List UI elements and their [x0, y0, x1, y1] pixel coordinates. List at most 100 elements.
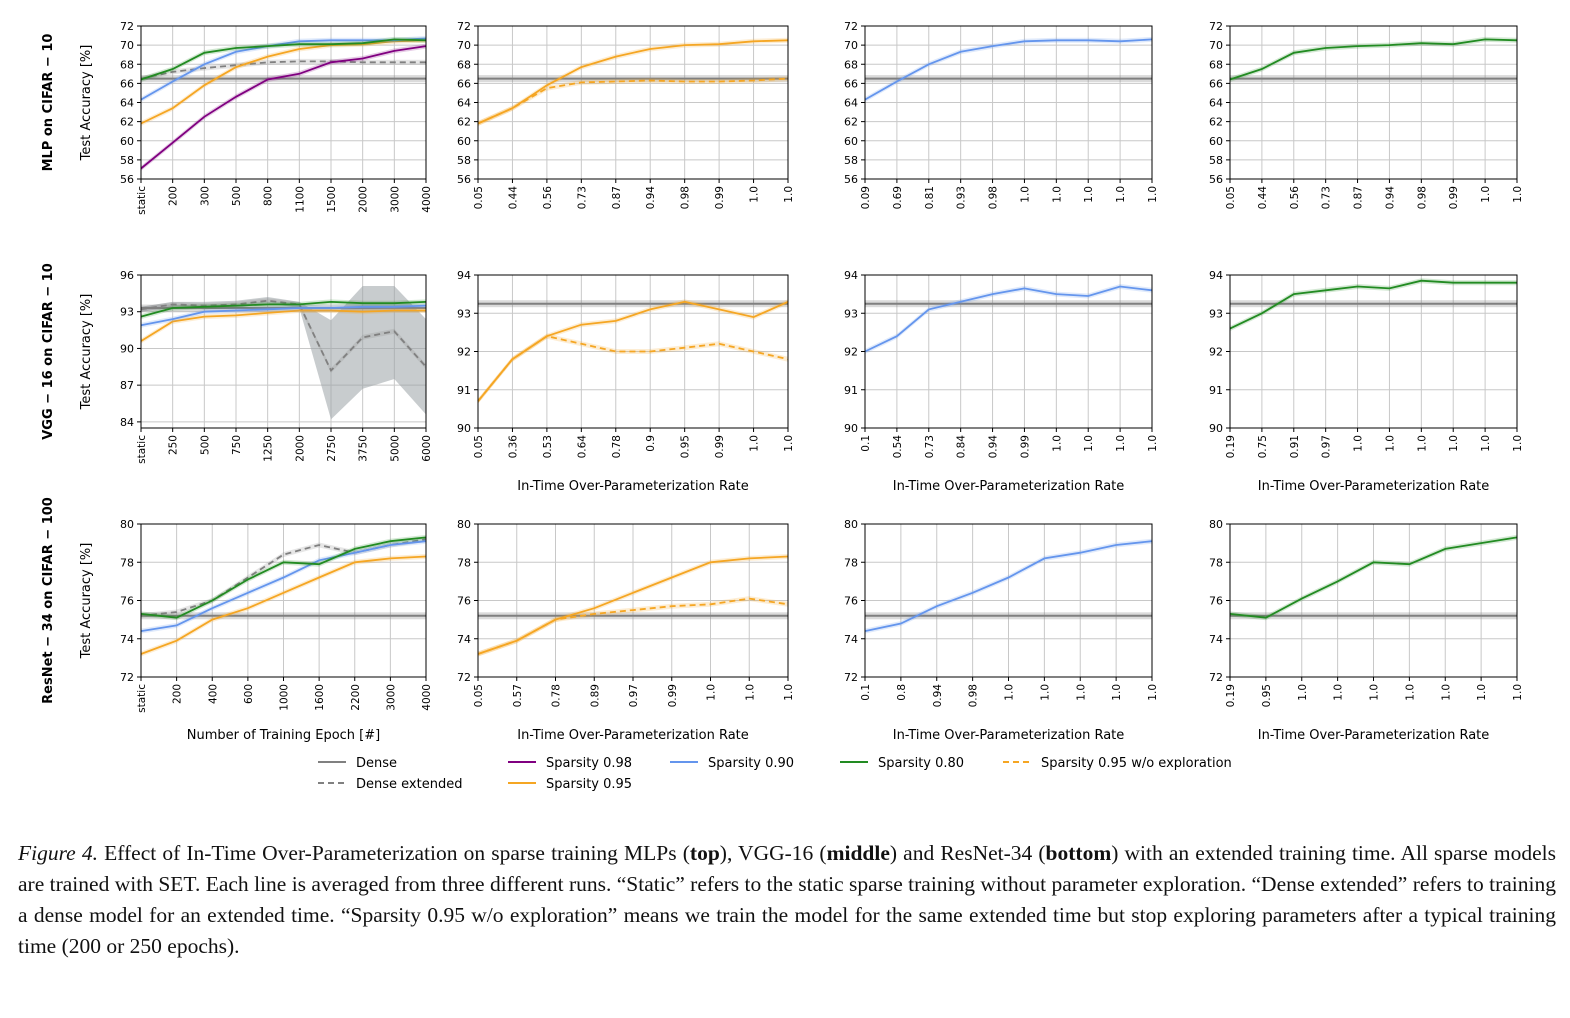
x-tick-label: 1.0	[783, 684, 795, 701]
x-tick-label: 0.99	[714, 435, 726, 458]
y-tick-label: 68	[457, 58, 471, 71]
series-band-sp080	[141, 299, 426, 320]
series-line-sp090	[864, 285, 1153, 353]
x-tick-label: 1.0	[1115, 435, 1127, 452]
y-tick-label: 90	[844, 422, 858, 435]
x-tick-label: static	[136, 684, 148, 713]
y-tick-label: 66	[1209, 77, 1223, 90]
series-line-dense_ext	[140, 299, 427, 373]
y-tick-label: 64	[1209, 97, 1223, 110]
y-tick-label: 76	[1209, 595, 1223, 608]
x-tick-label: 1.0	[1512, 186, 1524, 203]
x-tick-label: 6000	[421, 435, 433, 462]
y-tick-label: 87	[120, 379, 134, 392]
x-tick-label: 1.0	[1297, 684, 1309, 701]
y-tick-label: 72	[457, 20, 471, 33]
x-tick-label: 1.0	[1075, 684, 1087, 701]
y-tick-label: 80	[457, 518, 471, 531]
series-band-sp090	[141, 538, 426, 634]
y-tick-label: 60	[120, 135, 134, 148]
x-tick-label: 250	[168, 435, 180, 455]
series-line-sp095_noexp	[477, 335, 789, 402]
x-tick-label: 0.19	[1225, 435, 1237, 458]
y-tick-label: 70	[844, 39, 858, 52]
y-tick-label: 94	[457, 269, 471, 282]
y-tick-label: 93	[120, 306, 134, 319]
x-tick-label: 0.89	[589, 684, 601, 707]
y-tick-label: 96	[120, 269, 134, 282]
x-tick-label: 2200	[350, 684, 362, 711]
y-tick-label: 72	[457, 671, 471, 684]
x-tick-label: 0.56	[542, 186, 554, 210]
y-tick-label: 72	[120, 20, 134, 33]
x-tick-label: 0.81	[924, 186, 936, 209]
x-tick-label: 500	[199, 435, 211, 455]
x-tick-label: 1.0	[1051, 186, 1063, 203]
caption-text-1: Effect of In-Time Over-Parameterization …	[97, 841, 690, 865]
x-tick-label: 1.0	[1404, 684, 1416, 701]
x-tick-label: 5000	[389, 435, 401, 462]
series-line-sp090	[140, 540, 427, 632]
x-tick-label: 0.05	[473, 684, 485, 707]
x-tick-label: 2000	[294, 435, 306, 462]
x-tick-label: 200	[168, 186, 180, 206]
series-line-sp090	[864, 38, 1153, 101]
x-axis-label: In-Time Over-Parameterization Rate	[517, 479, 749, 494]
x-tick-label: 1.0	[1476, 684, 1488, 701]
series-band-sp090	[141, 303, 426, 328]
x-tick-label: 1.0	[1115, 186, 1127, 203]
y-tick-label: 56	[457, 173, 471, 186]
y-tick-label: 90	[457, 422, 471, 435]
y-tick-label: 72	[1209, 20, 1223, 33]
x-axis-label: In-Time Over-Parameterization Rate	[893, 728, 1125, 743]
x-tick-label: 1.0	[1448, 435, 1460, 452]
chart-panel-r1c2: 90 91 92 93 94 0.1 0.54 0.73 0.84 0.94 0.99 1.0 1.0 1…	[844, 269, 1159, 494]
y-tick-label: 60	[844, 135, 858, 148]
y-tick-label: 62	[844, 116, 858, 129]
x-tick-label: 0.87	[1353, 186, 1365, 209]
x-tick-label: 1.0	[1353, 435, 1365, 452]
y-tick-label: 72	[120, 671, 134, 684]
series-line-sp095_noexp	[477, 597, 789, 655]
x-tick-label: 1.0	[1480, 186, 1492, 203]
x-tick-label: 1250	[263, 435, 275, 462]
caption-label: Figure 4.	[18, 841, 98, 865]
x-tick-label: 1100	[294, 186, 306, 213]
x-tick-label: 3000	[389, 186, 401, 213]
x-tick-label: 500	[231, 186, 243, 206]
series-line-sp095	[140, 309, 426, 342]
y-tick-label: 91	[457, 384, 471, 397]
y-tick-label: 74	[1209, 633, 1223, 646]
y-tick-label: 90	[120, 342, 134, 355]
x-tick-label: 0.94	[932, 684, 944, 708]
legend-sparsity-095-label: Sparsity 0.95	[546, 777, 632, 792]
x-axis-label: Number of Training Epoch [#]	[187, 728, 380, 743]
y-tick-label: 93	[457, 307, 471, 320]
y-tick-label: 93	[844, 307, 858, 320]
x-tick-label: 0.64	[576, 435, 588, 459]
legend-dense-extended-label: Dense extended	[356, 777, 462, 792]
series-line-sp090	[140, 304, 427, 327]
x-tick-label: 0.99	[1448, 186, 1460, 209]
row-title: MLP on CIFAR − 10	[41, 34, 56, 172]
x-tick-label: 0.05	[473, 186, 485, 209]
x-tick-label: 1.0	[1083, 435, 1095, 452]
x-tick-label: 0.05	[473, 435, 485, 458]
x-tick-label: 300	[199, 186, 211, 206]
x-tick-label: static	[136, 435, 148, 464]
caption-text-3: ) and ResNet-34 (	[889, 841, 1046, 865]
y-axis-label: Test Accuracy [%]	[79, 294, 94, 411]
y-tick-label: 78	[1209, 556, 1223, 569]
x-axis-label: In-Time Over-Parameterization Rate	[1258, 479, 1490, 494]
legend-sparsity-090-label: Sparsity 0.90	[708, 756, 794, 771]
series-band-sp095_noexp	[478, 76, 788, 126]
y-tick-label: 68	[120, 58, 134, 71]
x-tick-label: 0.56	[1289, 186, 1301, 210]
caption-bold-top: top	[689, 841, 720, 865]
x-tick-label: 0.97	[628, 684, 640, 707]
axes-frame	[140, 274, 427, 429]
y-tick-label: 76	[457, 595, 471, 608]
y-tick-label: 62	[1209, 116, 1223, 129]
chart-panel-r2c3: 72 74 76 78 80 0.19 0.95 1.0 1.0 1.0 1.0 1.0 1.0 1.0 I…	[1209, 518, 1524, 743]
x-tick-label: 0.78	[611, 435, 623, 458]
